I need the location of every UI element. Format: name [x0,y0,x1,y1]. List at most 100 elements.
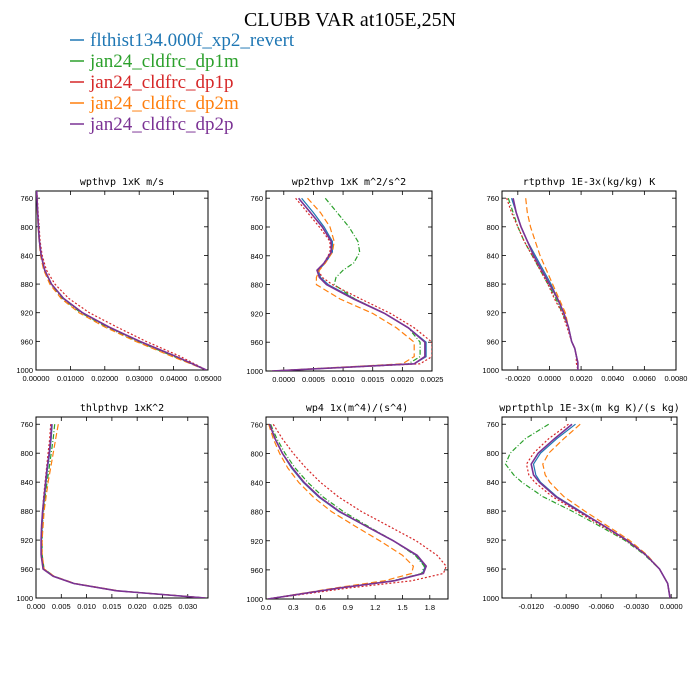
series-line [40,424,206,598]
y-tick-label: 800 [250,223,263,232]
plot-frame [265,416,449,600]
y-tick-label: 760 [250,420,263,429]
y-tick-label: 760 [486,420,499,429]
series-group [40,424,206,598]
series-line [512,198,579,370]
x-tick-label: 0.0000 [272,375,295,384]
x-tick-label: 0.0020 [570,374,593,383]
x-tick-label: 0.025 [153,602,172,611]
series-line [525,198,579,370]
y-tick-label: 840 [250,479,263,488]
y-tick-label: 1000 [482,366,499,375]
series-line [525,423,671,598]
series-line [507,198,579,370]
x-tick-label: 0.0005 [302,375,325,384]
x-tick-label: 0.0080 [665,374,688,383]
chart-panel: wp2thvp 1xK m^2/s^2 760 800 840 880 920 960 100… [246,177,443,384]
x-tick-label: 0.00000 [22,374,49,383]
y-tick-label: 880 [250,281,263,290]
series-line [271,197,427,371]
y-tick-label: 800 [20,449,33,458]
series-line [36,191,207,370]
legend-entry: jan24_cldfrc_dp1m [70,51,239,72]
series-line [271,197,426,371]
chart-panel: wp4 1x(m^4)/(s^4)76080084088092096010000… [246,403,449,612]
x-tick-label: 0.0000 [660,602,683,611]
series-line [267,424,426,599]
series-line [36,191,207,370]
y-tick-label: 920 [250,537,263,546]
y-tick-label: 880 [20,507,33,516]
y-tick-label: 920 [486,309,499,318]
y-tick-label: 960 [20,565,33,574]
y-tick-label: 840 [486,478,499,487]
chart-panel: rtpthvp 1E-3x(kg/kg) K 760 800 840 880 920 960… [482,177,687,383]
x-tick-label: 1.2 [370,603,380,612]
legend-label: flthist134.000f_xp2_revert [90,30,295,51]
plot-frame [501,190,677,371]
x-tick-label: 1.5 [397,603,407,612]
y-tick-label: 1000 [16,594,33,603]
x-tick-label: 1.8 [425,603,435,612]
panel-title: wprtpthlp 1E-3x(m kg K)/(s kg) [499,403,680,414]
series-line [40,424,206,598]
x-tick-label: 0.0000 [538,374,561,383]
x-tick-label: 0.0025 [421,375,444,384]
x-tick-label: -0.0020 [505,374,530,383]
x-tick-label: 0.3 [288,603,298,612]
series-line [530,423,671,598]
x-tick-label: -0.0030 [623,602,648,611]
x-tick-label: 0.015 [102,602,121,611]
series-line [267,424,428,599]
series-group [36,191,207,370]
y-tick-label: 920 [486,536,499,545]
panel-title: rtpthvp 1E-3x(kg/kg) K [523,177,655,188]
x-tick-label: 0.030 [178,602,197,611]
y-tick-label: 960 [486,337,499,346]
x-tick-label: 0.020 [128,602,147,611]
x-tick-label: 0.03000 [126,374,153,383]
x-tick-label: 0.0010 [332,375,355,384]
y-tick-label: 960 [20,337,33,346]
y-tick-label: 1000 [246,367,263,376]
series-group [506,198,579,370]
x-tick-label: 0.0020 [391,375,414,384]
legend-entry: flthist134.000f_xp2_revert [70,30,295,51]
y-tick-label: 960 [250,338,263,347]
y-tick-label: 800 [20,223,33,232]
y-tick-label: 880 [20,280,33,289]
panel-title: thlpthvp 1xK^2 [80,403,164,414]
legend-entry: jan24_cldfrc_dp1p [70,72,234,93]
y-tick-label: 880 [250,508,263,517]
series-line [36,191,207,370]
plot-frame [501,416,678,599]
y-tick-label: 800 [486,449,499,458]
series-line [267,424,425,599]
legend-label: jan24_cldfrc_dp1m [89,51,239,72]
legend-entry: jan24_cldfrc_dp2p [70,114,234,135]
y-tick-label: 920 [250,309,263,318]
chart-panel: wprtpthlp 1E-3x(m kg K)/(s kg)760 800 840 8… [482,403,682,611]
x-tick-label: -0.0090 [553,602,578,611]
x-tick-label: 0.05000 [194,374,221,383]
legend-label: jan24_cldfrc_dp2m [89,93,239,114]
y-tick-label: 840 [486,251,499,260]
panels: wpthvp 1xK m/s 760 800 840 880 920 960 1000 0.00… [16,177,687,612]
x-tick-label: 0.0015 [361,375,384,384]
series-line [36,191,207,370]
figure-title: CLUBB VAR at105E,25N [244,9,456,31]
y-tick-label: 760 [250,194,263,203]
series-group [271,197,432,371]
series-line [504,423,671,598]
series-line [267,424,415,599]
series-line [271,197,421,371]
series-line [542,423,671,598]
x-tick-label: 0.010 [77,602,96,611]
y-tick-label: 1000 [482,594,499,603]
x-tick-label: 0.04000 [160,374,187,383]
panel-title: wpthvp 1xK m/s [80,177,164,188]
plot-frame [265,190,433,372]
y-tick-label: 800 [250,449,263,458]
x-tick-label: 0.0060 [633,374,656,383]
legend: flthist134.000f_xp2_revertjan24_cldfrc_d… [70,30,295,135]
